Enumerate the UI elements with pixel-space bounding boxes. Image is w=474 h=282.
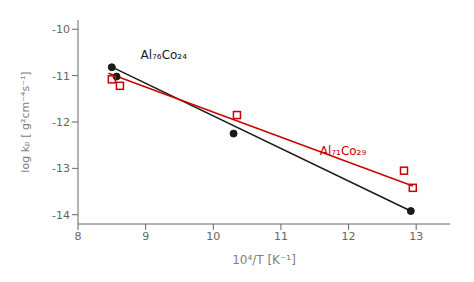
- svg-text:-12: -12: [52, 116, 70, 129]
- svg-text:-10: -10: [52, 23, 70, 36]
- svg-text:12: 12: [342, 230, 356, 243]
- svg-text:log kₚ [ g²cm⁻⁴s⁻¹]: log kₚ [ g²cm⁻⁴s⁻¹]: [19, 71, 32, 172]
- svg-text:10: 10: [206, 230, 220, 243]
- svg-text:Al₇₆Co₂₄: Al₇₆Co₂₄: [140, 48, 187, 62]
- svg-text:8: 8: [75, 230, 82, 243]
- svg-text:-14: -14: [52, 209, 70, 222]
- svg-text:10⁴/T [K⁻¹]: 10⁴/T [K⁻¹]: [232, 253, 296, 267]
- svg-text:Al₇₁Co₂₉: Al₇₁Co₂₉: [320, 144, 367, 158]
- svg-text:13: 13: [409, 230, 423, 243]
- svg-text:9: 9: [142, 230, 149, 243]
- svg-text:-11: -11: [52, 70, 70, 83]
- svg-text:11: 11: [274, 230, 288, 243]
- svg-text:-13: -13: [52, 162, 70, 175]
